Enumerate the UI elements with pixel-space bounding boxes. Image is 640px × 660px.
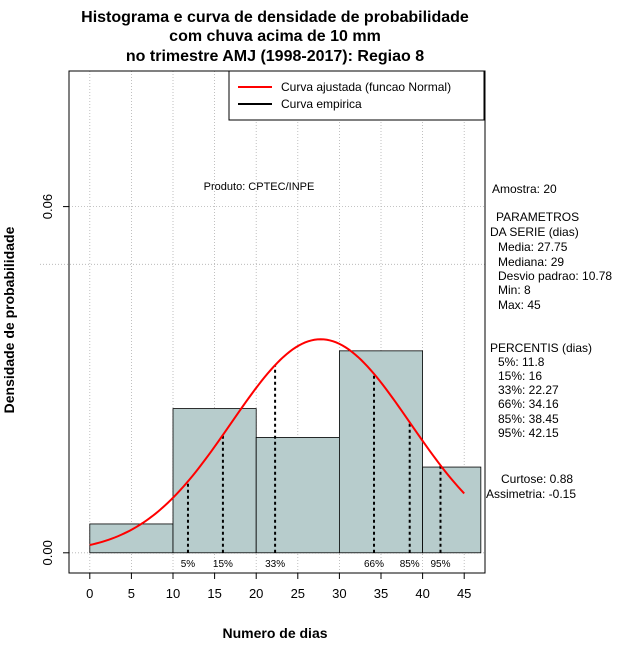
y-tick-label: 0.00 bbox=[40, 540, 55, 565]
histogram-bar bbox=[422, 466, 482, 554]
x-tick-label: 15 bbox=[207, 586, 221, 601]
x-tick-label: 0 bbox=[86, 586, 93, 601]
y-axis-title: Densidade de probabilidade bbox=[1, 226, 17, 413]
percentile-label: 5% bbox=[181, 559, 196, 570]
x-tick-label: 25 bbox=[291, 586, 305, 601]
legend-label-fitted: Curva ajustada (funcao Normal) bbox=[281, 80, 451, 94]
percentile-label: 33% bbox=[265, 559, 285, 570]
plot-area: 5% 15% 33% 66% 85% 95% 0 5 10 15 20 25 30 35 40 45 0.00 0… bbox=[40, 70, 486, 601]
x-tick-label: 35 bbox=[374, 586, 388, 601]
statistics-panel: Amostra: 20 PARAMETROS DA SERIE (dias) M… bbox=[486, 182, 612, 501]
percentile-5: 5%: 11.8 bbox=[498, 355, 545, 369]
x-tick-label: 40 bbox=[415, 586, 429, 601]
stat-skewness: Assimetria: -0.15 bbox=[486, 487, 576, 501]
x-tick-label: 30 bbox=[332, 586, 346, 601]
x-tick-label: 45 bbox=[457, 586, 471, 601]
stat-mean: Media: 27.75 bbox=[498, 240, 568, 254]
x-tick-label: 20 bbox=[249, 586, 263, 601]
stat-kurtosis: Curtose: 0.88 bbox=[501, 472, 573, 486]
stat-median: Mediana: 29 bbox=[498, 255, 564, 269]
percentile-15: 15%: 16 bbox=[498, 369, 542, 383]
stat-max: Max: 45 bbox=[498, 298, 541, 312]
chart-title-line-2: com chuva acima de 10 mm bbox=[169, 28, 381, 45]
percentile-label: 85% bbox=[400, 559, 420, 570]
percentile-85: 85%: 38.45 bbox=[498, 412, 559, 426]
legend: Curva ajustada (funcao Normal) Curva emp… bbox=[228, 70, 485, 121]
normal-fit-curve bbox=[89, 338, 465, 547]
histogram-bar bbox=[172, 408, 257, 554]
histogram-bar bbox=[89, 523, 174, 554]
params-title-1: PARAMETROS bbox=[496, 210, 579, 224]
histogram-bar bbox=[255, 437, 340, 554]
stat-min: Min: 8 bbox=[498, 283, 531, 297]
x-tick-label: 10 bbox=[166, 586, 180, 601]
percentile-label: 15% bbox=[213, 559, 233, 570]
params-title-2: DA SERIE (dias) bbox=[490, 225, 579, 239]
percentile-label: 66% bbox=[364, 559, 384, 570]
stat-sd: Desvio padrao: 10.78 bbox=[498, 269, 612, 283]
sample-size: Amostra: 20 bbox=[492, 182, 557, 196]
percentile-66: 66%: 34.16 bbox=[498, 397, 559, 411]
histogram-bar bbox=[338, 350, 423, 554]
percentiles-title: PERCENTIS (dias) bbox=[490, 341, 592, 355]
percentile-95: 95%: 42.15 bbox=[498, 426, 559, 440]
x-tick-label: 5 bbox=[128, 586, 135, 601]
percentile-33: 33%: 22.27 bbox=[498, 383, 559, 397]
legend-box bbox=[228, 70, 485, 121]
x-axis-title: Numero de dias bbox=[222, 625, 327, 641]
chart-title-line-3: no trimestre AMJ (1998-2017): Regiao 8 bbox=[126, 48, 424, 65]
percentile-label: 95% bbox=[430, 559, 450, 570]
product-annotation: Produto: CPTEC/INPE bbox=[204, 181, 315, 193]
legend-label-empirical: Curva empirica bbox=[281, 97, 362, 111]
y-tick-label: 0.06 bbox=[40, 194, 55, 219]
chart-title-line-1: Histograma e curva de densidade de proba… bbox=[81, 9, 469, 26]
